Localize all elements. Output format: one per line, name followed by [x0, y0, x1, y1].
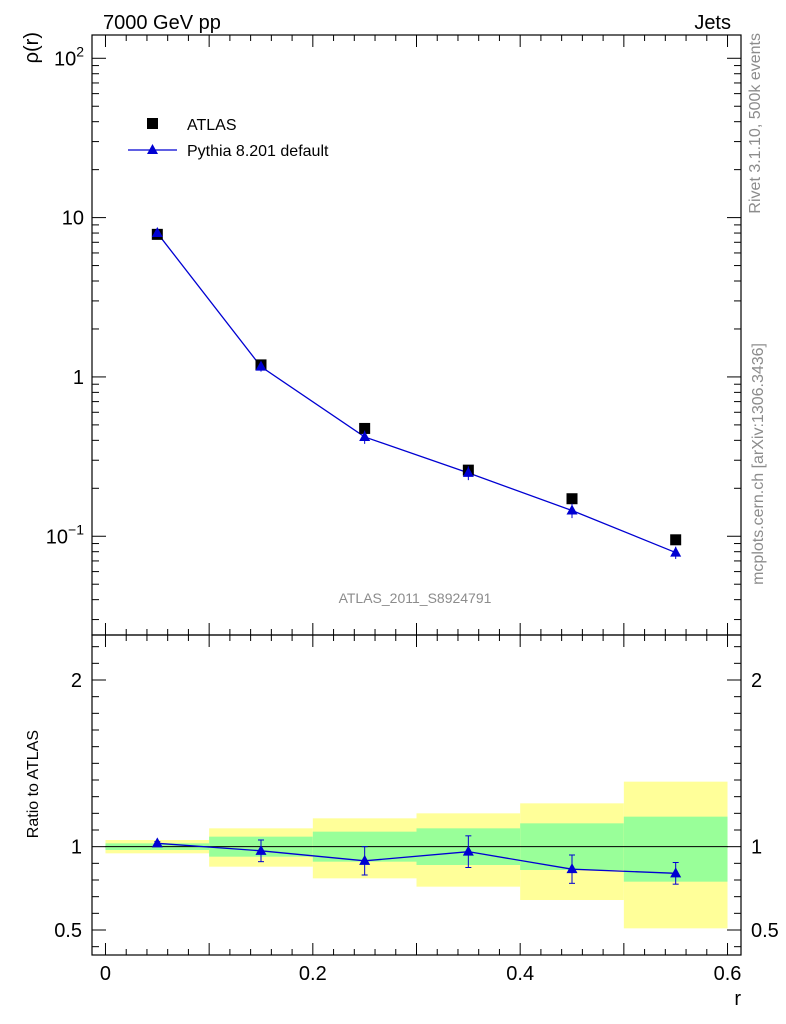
- pythia-line: [156, 232, 676, 554]
- header-right: Jets: [694, 12, 731, 34]
- ratio-y-tick-label-right-0: 0.5: [751, 920, 779, 942]
- ratio-y-tick-label-left-1: 1: [71, 837, 82, 859]
- main-y-tick-label-0: 102: [54, 43, 84, 70]
- main-y-axis-label: ρ(r): [21, 32, 43, 63]
- legend-pythia-label: Pythia 8.201 default: [187, 143, 329, 160]
- x-tick-label-1: 0.2: [299, 963, 327, 985]
- ratio-point-5: [670, 867, 682, 878]
- legend-pythia-marker: [147, 144, 158, 154]
- rivet-version-text: Rivet 3.1.10, 500k events: [747, 33, 764, 214]
- pythia-point-4: [566, 504, 578, 515]
- atlas-point-5: [670, 534, 682, 546]
- ratio-point-0: [151, 837, 163, 848]
- x-tick-label-0: 0: [100, 963, 111, 985]
- x-tick-label-3: 0.6: [714, 963, 742, 985]
- pythia-point-0: [151, 227, 163, 238]
- ratio-point-2: [359, 854, 371, 865]
- ratio-y-tick-label-right-2: 2: [751, 670, 762, 692]
- pythia-point-1: [255, 360, 267, 371]
- pythia-point-3: [462, 466, 474, 477]
- main-y-tick-label-1: 10: [62, 208, 84, 230]
- ratio-y-tick-label-left-2: 2: [71, 670, 82, 692]
- x-tick-label-2: 0.4: [506, 963, 534, 985]
- x-axis-label: r: [734, 988, 741, 1010]
- ratio-y-tick-label-left-0: 0.5: [54, 920, 82, 942]
- pythia-point-2: [359, 430, 371, 441]
- mcplots-reference-text: mcplots.cern.ch [arXiv:1306.3436]: [750, 343, 767, 585]
- analysis-id: ATLAS_2011_S8924791: [339, 590, 492, 606]
- legend-atlas-label: ATLAS: [187, 117, 237, 134]
- ratio-point-4: [566, 863, 578, 874]
- ratio-point-1: [255, 844, 267, 855]
- pythia-point-5: [670, 546, 682, 557]
- main-y-tick-label-3: 10−1: [46, 521, 84, 548]
- header-left: 7000 GeV pp: [103, 12, 221, 34]
- ratio-point-3: [462, 845, 474, 856]
- ratio-line: [157, 842, 676, 874]
- main-y-tick-label-2: 1: [73, 367, 84, 389]
- ratio-y-tick-label-right-1: 1: [751, 837, 762, 859]
- legend-atlas-marker: [147, 118, 158, 129]
- atlas-point-4: [566, 493, 578, 505]
- ratio-y-axis-label: Ratio to ATLAS: [25, 730, 42, 838]
- atlas-point-2: [359, 422, 371, 434]
- legend: ATLAS Pythia 8.201 default: [128, 117, 329, 160]
